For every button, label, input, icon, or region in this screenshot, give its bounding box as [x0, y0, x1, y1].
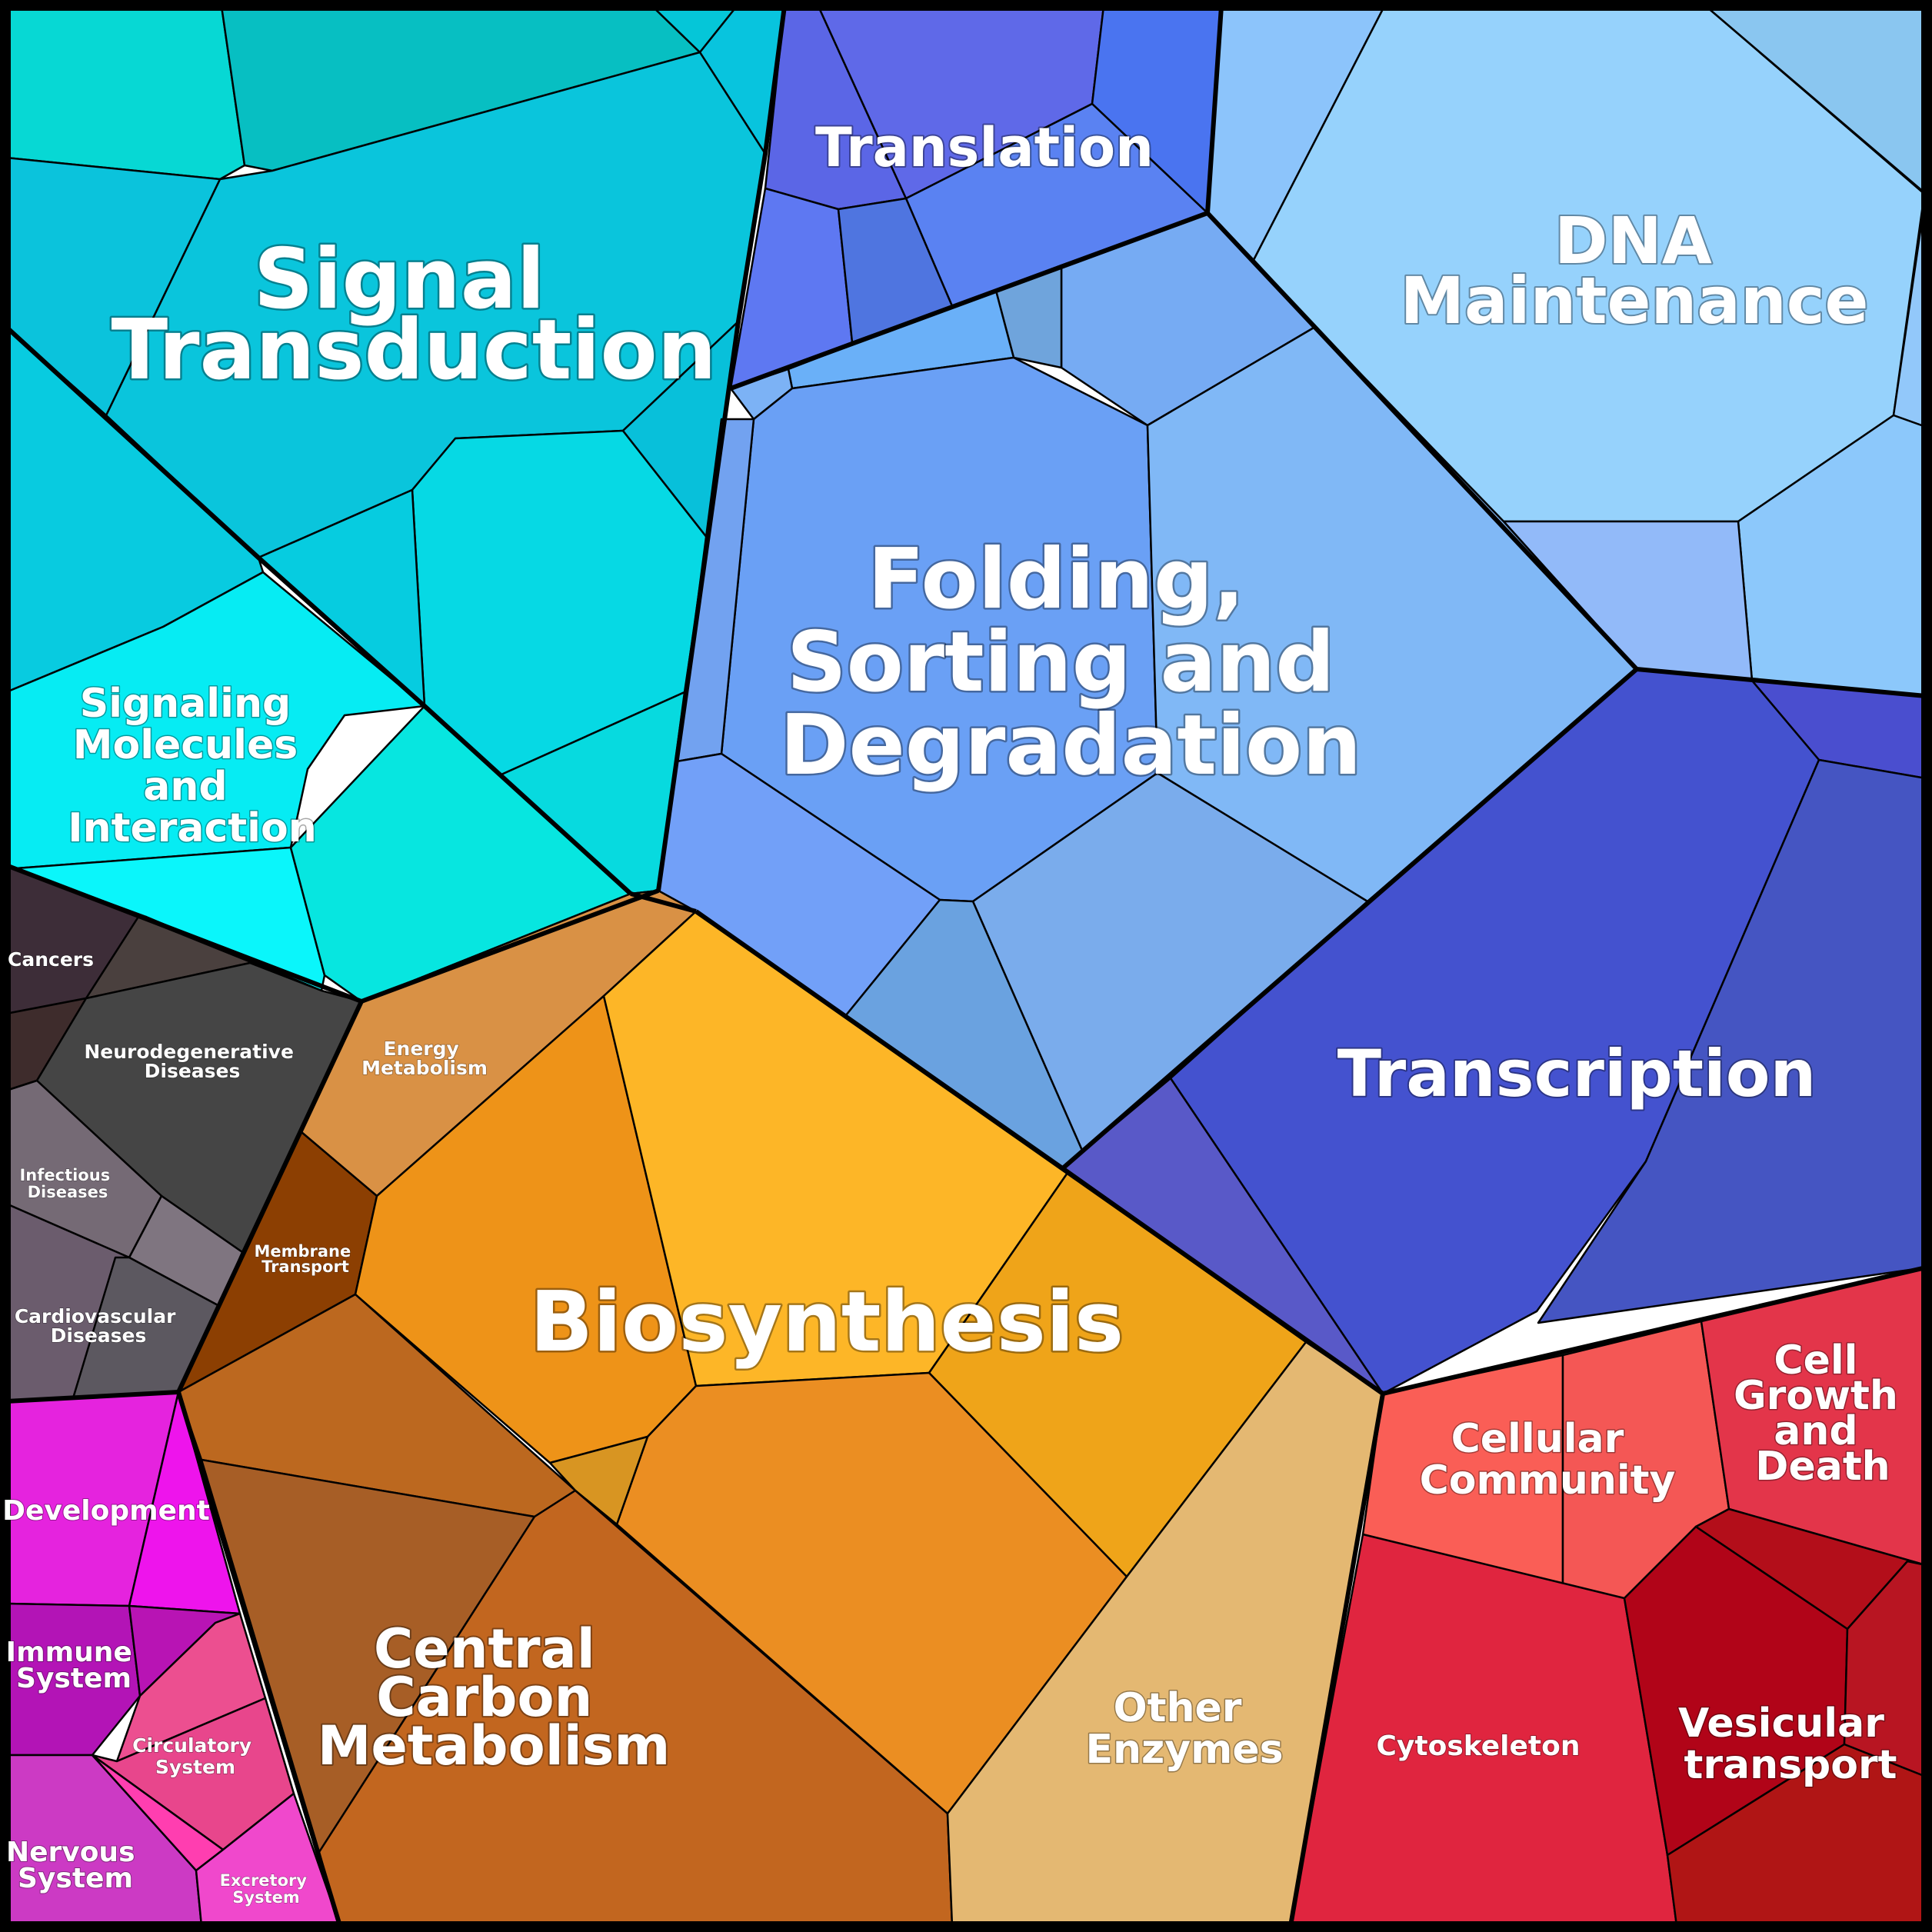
label-biosynthesis: Biosynthesis — [530, 1274, 1124, 1371]
region-signal-transduction[interactable] — [5, 5, 786, 895]
region-diseases[interactable] — [5, 864, 363, 1403]
label-vesicular-transport: Vesicular transport — [1678, 1700, 1898, 1788]
region-transcription[interactable] — [1062, 668, 1927, 1395]
region-folding[interactable] — [657, 212, 1638, 1169]
cell — [115, 1612, 267, 1763]
label-translation: Translation — [815, 116, 1154, 179]
label-dna-maintenance: DNA Maintenance — [1400, 203, 1868, 338]
label-cancers: Cancers — [8, 948, 94, 971]
label-signal-transduction: Signal Transduction — [111, 232, 716, 398]
region-cellular-processes[interactable] — [1289, 1266, 1927, 1927]
region-dna-maintenance[interactable] — [1206, 5, 1927, 698]
cell — [1537, 758, 1927, 1324]
label-cytoskeleton: Cytoskeleton — [1377, 1730, 1581, 1762]
label-transcription: Transcription — [1337, 1036, 1817, 1111]
label-circulatory-system: Circulatory System — [132, 1734, 258, 1778]
label-other-enzymes: Other Enzymes — [1085, 1685, 1283, 1773]
label-immune-system: Immune System — [6, 1637, 142, 1694]
label-membrane-transport: Membrane Transport — [254, 1242, 356, 1276]
region-biosynthesis[interactable] — [354, 910, 1307, 1815]
cell — [195, 1792, 341, 1927]
region-translation[interactable] — [729, 5, 1223, 390]
label-neurodegenerative: Neurodegenerative Diseases — [84, 1041, 300, 1082]
cell — [548, 1435, 649, 1526]
label-signaling-molecules: Signaling Molecules and Interaction — [68, 681, 316, 851]
label-development: Development — [2, 1495, 210, 1527]
label-energy-metabolism: Energy Metabolism — [361, 1038, 488, 1079]
label-cell-growth: Cell Growth and Death — [1734, 1337, 1912, 1490]
cell — [5, 5, 246, 181]
labels: Signal Transduction Signaling Molecules … — [2, 115, 1912, 1907]
label-cardiovascular: Cardiovascular Diseases — [15, 1305, 182, 1347]
label-folding: Folding, Sorting and Degradation — [780, 531, 1364, 794]
label-nervous-system: Nervous System — [6, 1837, 145, 1894]
label-infectious: Infectious Diseases — [19, 1166, 115, 1201]
label-excretory-system: Excretory System — [220, 1871, 313, 1907]
label-cellular-community: Cellular Community — [1420, 1416, 1676, 1504]
label-central-carbon: Central Carbon Metabolism — [318, 1617, 671, 1777]
region-borders — [4, 5, 1927, 1927]
